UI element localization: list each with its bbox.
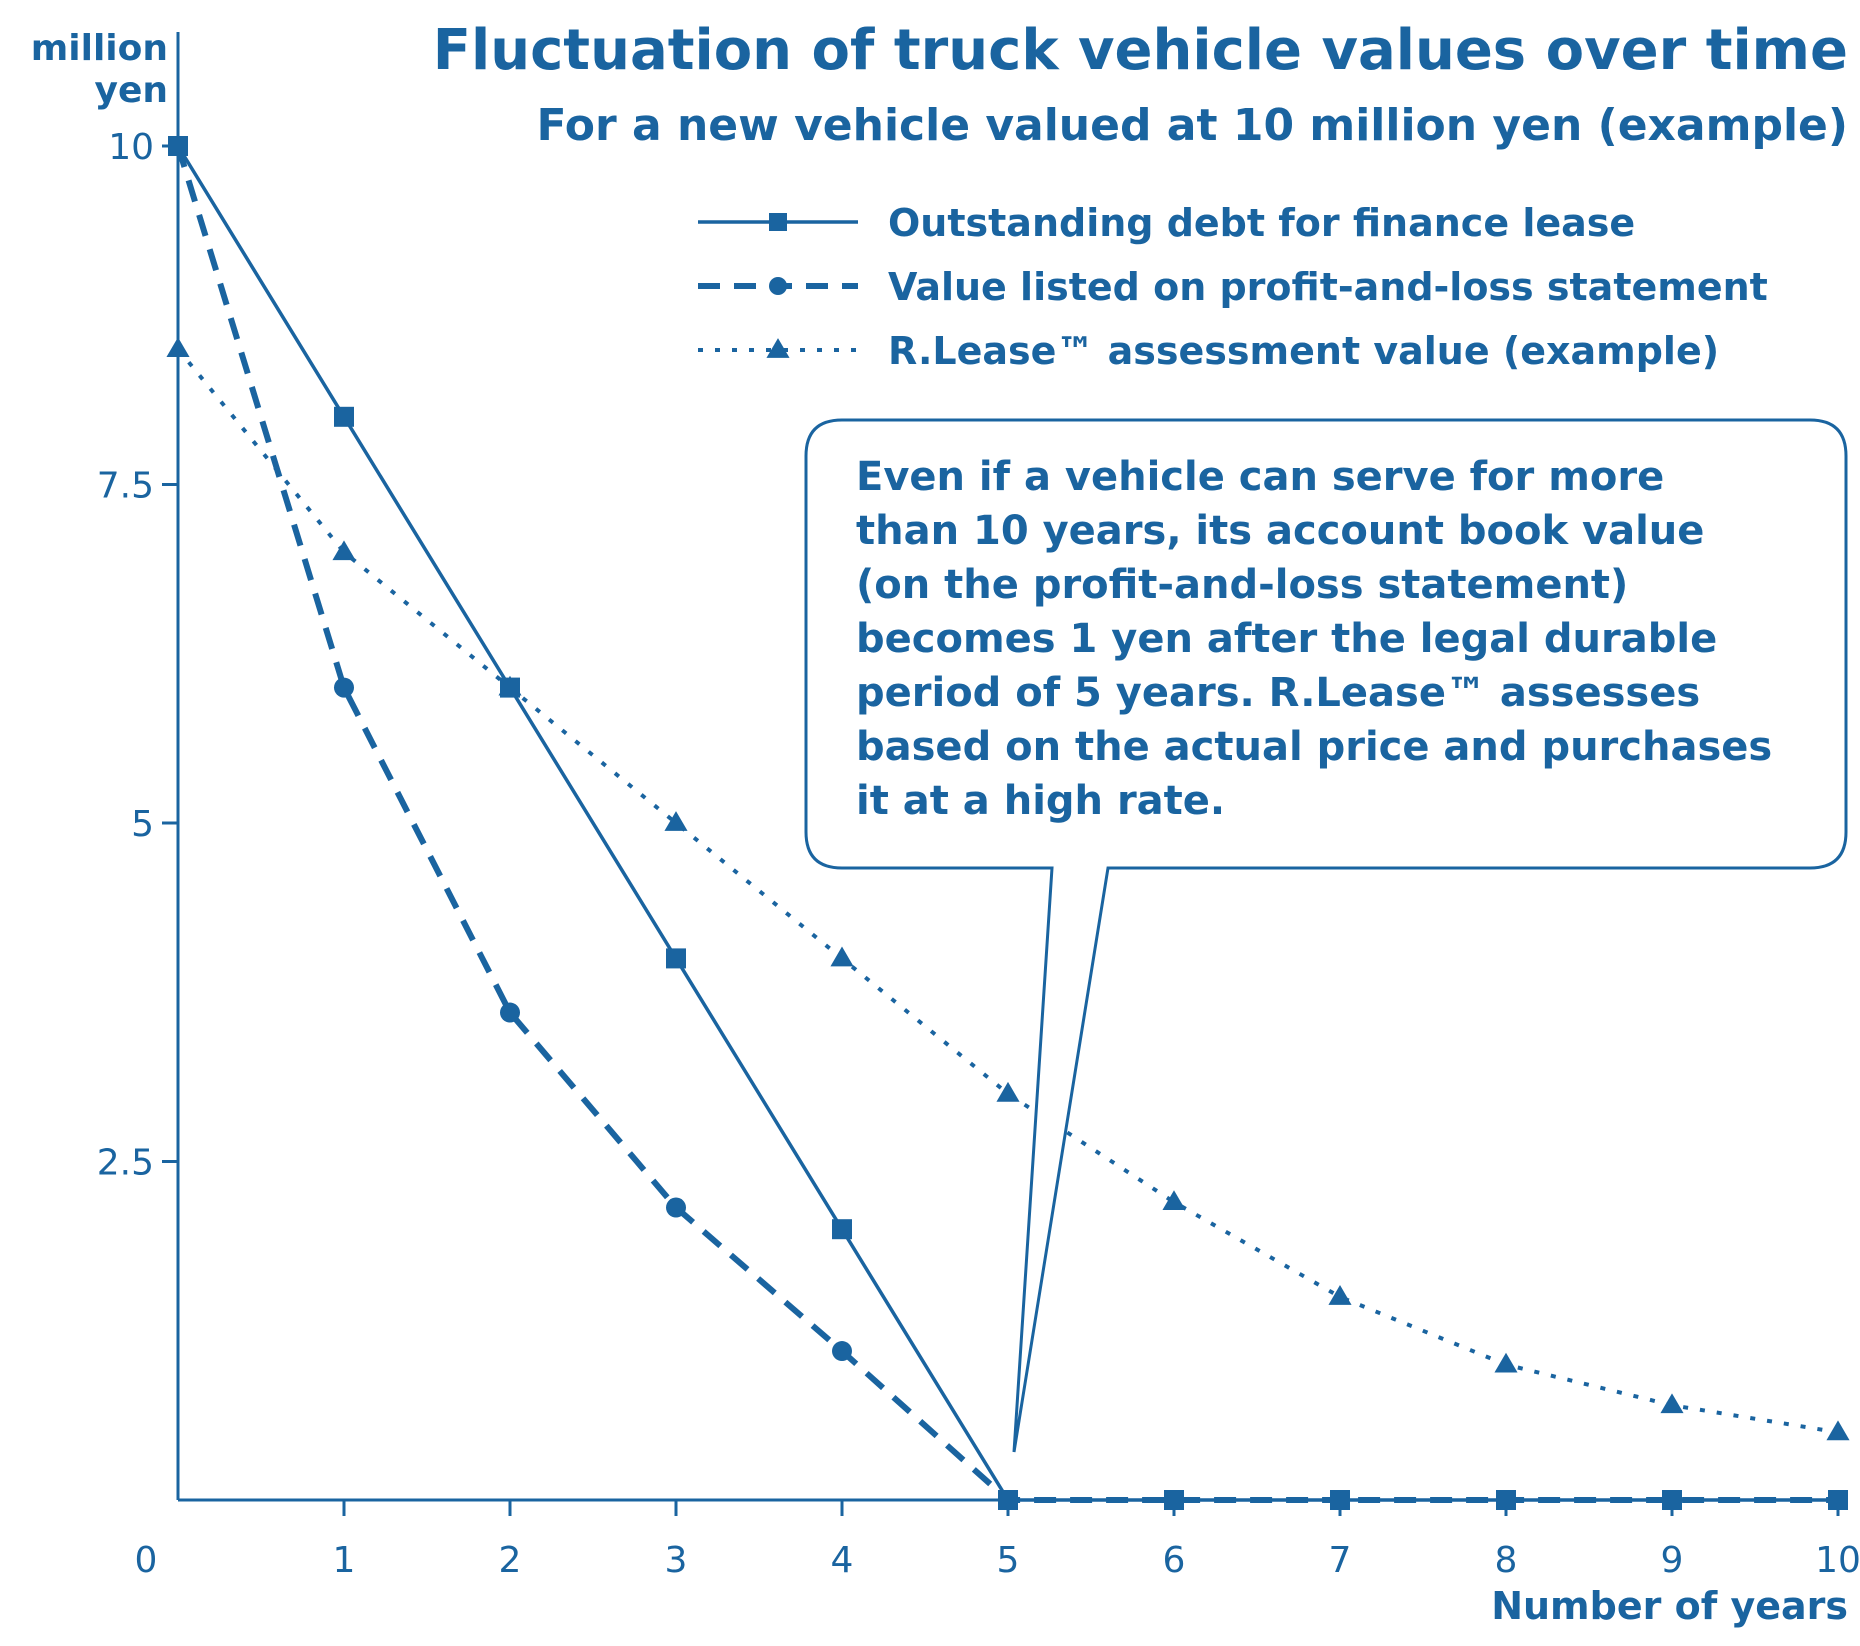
triangle-marker: [1660, 1393, 1684, 1414]
annotation-line: it at a high rate.: [856, 778, 1226, 824]
triangle-marker: [664, 811, 688, 831]
y-axis-label: million yen: [30, 28, 168, 111]
x-tick-label: 6: [1163, 1540, 1186, 1581]
legend-item: Outstanding debt for finance lease: [698, 201, 1635, 245]
annotation-line: (on the profit-and-loss statement): [856, 562, 1629, 608]
legend-label: Value listed on profit-and-loss statemen…: [888, 265, 1768, 309]
triangle-marker: [830, 946, 854, 967]
chart-subtitle: For a new vehicle valued at 10 million y…: [536, 100, 1848, 151]
triangle-marker: [1826, 1420, 1850, 1441]
x-tick-label: 4: [831, 1540, 854, 1581]
triangle-marker: [1162, 1190, 1186, 1211]
x-axis-label: Number of years: [1491, 1584, 1848, 1628]
chart-title: Fluctuation of truck vehicle values over…: [432, 18, 1848, 83]
x-tick-label: 0: [135, 1540, 158, 1581]
x-tick-label: 8: [1495, 1540, 1518, 1581]
square-marker: [666, 948, 686, 969]
legend-label: R.Lease™ assessment value (example): [888, 329, 1719, 373]
legend-label: Outstanding debt for finance lease: [888, 201, 1635, 245]
series-solid: [168, 136, 1848, 1510]
square-marker: [1662, 1490, 1682, 1510]
triangle-marker: [1494, 1352, 1518, 1373]
x-tick-label: 1: [333, 1540, 356, 1581]
circle-marker: [500, 1002, 520, 1023]
annotation-line: based on the actual price and purchases: [856, 724, 1773, 770]
x-tick-label: 10: [1815, 1540, 1860, 1581]
series-layer: [166, 136, 1850, 1510]
triangle-marker: [766, 338, 790, 358]
y-tick-label: 5: [131, 804, 154, 845]
square-marker: [168, 136, 188, 156]
square-marker: [832, 1219, 852, 1240]
y-tick-label: 2.5: [97, 1143, 154, 1184]
square-marker: [334, 406, 354, 427]
triangle-marker: [996, 1081, 1020, 1102]
callout-bubble: [804, 418, 1848, 1453]
square-marker: [500, 677, 520, 698]
square-marker: [1828, 1490, 1848, 1510]
legend: Outstanding debt for finance lease Value …: [698, 201, 1768, 373]
square-marker: [998, 1490, 1018, 1510]
square-marker: [1330, 1490, 1350, 1510]
circle-marker: [666, 1197, 686, 1218]
annotation-line: than 10 years, its account book value: [856, 508, 1705, 554]
triangle-marker: [1328, 1285, 1352, 1305]
x-tick-label: 7: [1329, 1540, 1352, 1581]
square-marker: [769, 213, 787, 231]
x-tick-label: 9: [1661, 1540, 1684, 1581]
y-tick-label: 7.5: [97, 466, 154, 507]
legend-item: R.Lease™ assessment value (example): [698, 329, 1719, 373]
circle-marker: [334, 677, 354, 698]
x-tick-label: 3: [665, 1540, 688, 1581]
x-tick-label: 5: [997, 1540, 1020, 1581]
square-marker: [1164, 1490, 1184, 1510]
circle-marker: [769, 277, 787, 295]
legend-item: Value listed on profit-and-loss statemen…: [698, 265, 1768, 309]
y-tick-label: 10: [108, 127, 154, 168]
circle-marker: [832, 1341, 852, 1362]
x-tick-label: 2: [499, 1540, 522, 1581]
triangle-marker: [332, 540, 356, 561]
annotation-callout: [804, 418, 1848, 1453]
square-marker: [1496, 1490, 1516, 1510]
triangle-marker: [166, 337, 190, 358]
annotation-line: becomes 1 yen after the legal durable: [856, 616, 1718, 662]
annotation-text: Even if a vehicle can serve for more tha…: [806, 420, 1846, 868]
annotation-line: period of 5 years. R.Lease™ assesses: [856, 670, 1701, 716]
annotation-line: Even if a vehicle can serve for more: [856, 454, 1665, 500]
